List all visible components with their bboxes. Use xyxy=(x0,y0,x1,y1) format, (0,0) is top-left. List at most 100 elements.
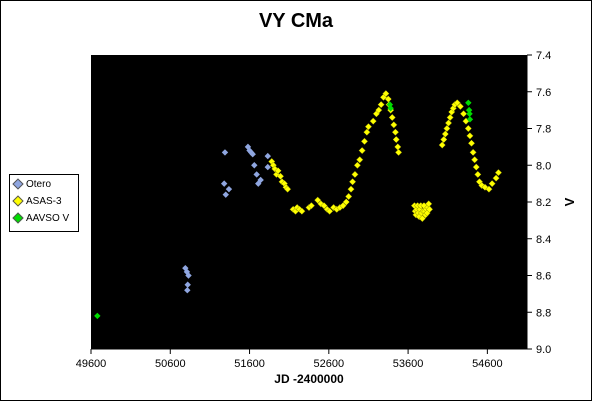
y-axis-title: V xyxy=(562,197,577,206)
data-point-otero xyxy=(221,149,229,156)
data-point-aavso xyxy=(466,110,473,117)
data-point-otero xyxy=(249,151,256,158)
data-point-asas3 xyxy=(471,156,479,164)
data-point-asas3 xyxy=(356,156,364,164)
data-point-asas3 xyxy=(320,202,328,210)
legend-label-asas3: ASAS-3 xyxy=(26,196,62,207)
data-point-asas3 xyxy=(339,202,347,210)
data-point-asas3 xyxy=(391,128,399,136)
y-tick-label: 9.0 xyxy=(536,344,551,356)
data-point-asas3 xyxy=(460,110,468,118)
y-tick-label: 8.2 xyxy=(536,197,551,209)
data-point-asas3 xyxy=(358,146,366,155)
x-tick-label: 50600 xyxy=(155,358,186,370)
data-point-asas3 xyxy=(360,137,369,145)
data-point-asas3 xyxy=(472,163,480,171)
data-point-asas3 xyxy=(274,167,282,175)
data-point-asas3 xyxy=(456,102,464,111)
plot-area xyxy=(91,55,527,349)
data-point-asas3 xyxy=(418,214,426,223)
data-point-aavso xyxy=(94,312,101,320)
chart-title: VY CMa xyxy=(258,10,334,32)
x-tick-label: 51600 xyxy=(234,358,265,370)
data-point-otero xyxy=(185,272,192,279)
data-point-asas3 xyxy=(307,202,315,210)
data-point-aavso xyxy=(466,116,474,123)
data-point-otero xyxy=(257,176,264,184)
data-point-asas3 xyxy=(284,185,292,193)
y-tick-label: 8.6 xyxy=(536,271,551,283)
legend: Otero ASAS-3 AAVSO V xyxy=(9,174,79,232)
data-point-asas3 xyxy=(438,141,446,149)
data-point-asas3 xyxy=(388,113,396,122)
data-point-asas3 xyxy=(446,113,454,122)
data-point-asas3 xyxy=(377,101,385,109)
y-tick-label: 8.8 xyxy=(536,307,551,319)
data-point-asas3 xyxy=(369,117,377,125)
legend-item-asas3: ASAS-3 xyxy=(12,195,62,209)
data-point-asas3 xyxy=(375,106,383,114)
data-point-asas3 xyxy=(494,169,503,177)
x-tick-label: 52600 xyxy=(314,358,345,370)
legend-marker-otero xyxy=(12,178,24,190)
data-point-asas3 xyxy=(326,207,334,215)
data-point-asas3 xyxy=(485,185,493,193)
data-point-asas3 xyxy=(444,119,453,127)
data-point-asas3 xyxy=(453,99,461,107)
y-tick-label: 8.0 xyxy=(536,160,551,172)
data-point-asas3 xyxy=(464,124,472,133)
data-point-otero xyxy=(225,185,233,193)
data-point-asas3 xyxy=(349,178,357,186)
data-point-otero xyxy=(184,281,191,288)
data-point-asas3 xyxy=(363,128,371,136)
data-point-asas3 xyxy=(440,135,448,144)
data-point-asas3 xyxy=(425,205,434,213)
data-point-asas3 xyxy=(353,161,361,169)
data-point-asas3 xyxy=(382,90,390,98)
data-point-asas3 xyxy=(364,123,373,131)
data-point-otero xyxy=(220,180,228,187)
legend-marker-aavso xyxy=(12,212,24,224)
data-point-asas3 xyxy=(345,192,353,201)
data-point-asas3 xyxy=(474,170,482,178)
data-point-otero xyxy=(222,191,229,198)
data-point-aavso xyxy=(465,99,472,106)
x-axis-title: JD -2400000 xyxy=(274,372,344,386)
data-point-asas3 xyxy=(351,170,359,178)
data-point-asas3 xyxy=(342,198,350,206)
x-tick-label: 49600 xyxy=(76,358,107,370)
y-tick-label: 7.8 xyxy=(536,124,551,136)
data-point-asas3 xyxy=(492,174,500,182)
data-point-asas3 xyxy=(466,132,474,140)
data-point-asas3 xyxy=(347,185,355,193)
data-point-aavso xyxy=(387,105,394,112)
legend-item-otero: Otero xyxy=(12,178,52,192)
data-point-asas3 xyxy=(467,139,476,147)
data-point-otero xyxy=(184,287,191,294)
legend-label-otero: Otero xyxy=(26,179,52,190)
y-tick-label: 8.4 xyxy=(536,234,551,246)
data-point-asas3 xyxy=(488,180,496,188)
data-point-otero xyxy=(253,171,260,178)
data-point-asas3 xyxy=(276,172,285,180)
data-point-otero xyxy=(251,162,258,169)
data-point-asas3 xyxy=(441,130,449,138)
data-point-asas3 xyxy=(390,121,398,129)
legend-label-aavso: AAVSO V xyxy=(26,213,70,224)
data-point-otero xyxy=(255,180,262,187)
y-tick-label: 7.4 xyxy=(536,50,551,62)
data-point-otero xyxy=(264,163,271,171)
y-tick-label: 7.6 xyxy=(536,87,551,99)
data-point-aavso xyxy=(465,106,473,114)
data-point-asas3 xyxy=(298,207,306,215)
data-point-asas3 xyxy=(443,124,451,133)
data-point-asas3 xyxy=(469,148,477,156)
x-tick-label: 53600 xyxy=(393,358,424,370)
data-point-otero xyxy=(264,152,271,160)
x-tick-label: 54600 xyxy=(472,358,503,370)
legend-marker-asas3 xyxy=(12,195,24,207)
data-point-asas3 xyxy=(392,135,400,144)
legend-item-aavso: AAVSO V xyxy=(12,212,70,226)
data-point-asas3 xyxy=(314,196,322,204)
